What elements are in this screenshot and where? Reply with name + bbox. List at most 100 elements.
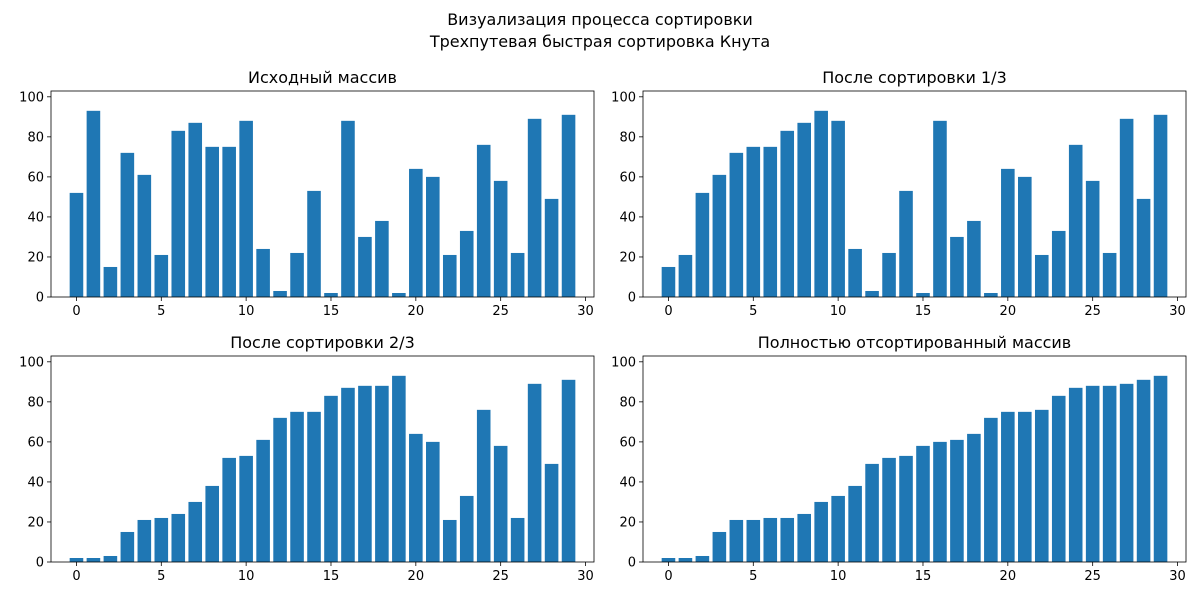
bar [493, 180, 508, 297]
subplot-title: Полностью отсортированный массив [758, 333, 1071, 352]
bar [205, 146, 219, 297]
bar [729, 519, 744, 562]
y-tick-label: 100 [611, 90, 636, 105]
bar [86, 110, 101, 297]
bar [442, 254, 457, 297]
y-tick-label: 60 [27, 170, 44, 185]
x-tick-label: 5 [749, 569, 757, 584]
x-tick-label: 25 [1084, 569, 1101, 584]
bar [137, 174, 152, 297]
y-tick-label: 20 [619, 515, 636, 530]
y-tick-label: 40 [27, 475, 44, 490]
x-tick-label: 10 [830, 304, 847, 319]
x-tick-label: 0 [72, 304, 80, 319]
bar [916, 445, 930, 562]
bar [695, 192, 710, 297]
bar [103, 266, 118, 297]
bar [188, 501, 203, 562]
bar [392, 293, 406, 297]
x-tick-label: 25 [1084, 304, 1101, 319]
y-tick-label: 20 [27, 250, 44, 265]
bar [695, 555, 710, 562]
y-tick-label: 40 [619, 210, 636, 225]
bar [763, 146, 778, 297]
bar [1153, 114, 1168, 297]
bar [933, 120, 947, 297]
y-tick-label: 0 [36, 556, 44, 571]
bar [86, 558, 101, 562]
bar [814, 110, 828, 297]
bar [358, 236, 372, 297]
bar [950, 236, 964, 297]
bar [188, 122, 203, 297]
y-tick-label: 100 [611, 355, 636, 370]
bar [527, 383, 542, 562]
bar [120, 152, 135, 297]
y-tick-label: 80 [619, 395, 636, 410]
bar [763, 517, 778, 562]
bar [256, 439, 270, 562]
bar [273, 417, 287, 562]
bar [712, 531, 727, 562]
bar [493, 445, 508, 562]
bar [409, 168, 423, 297]
y-tick-label: 20 [27, 515, 44, 530]
x-tick-label: 30 [1169, 304, 1186, 319]
bar [476, 409, 491, 562]
bar [797, 122, 811, 297]
x-tick-label: 10 [830, 569, 847, 584]
bar [1034, 409, 1049, 562]
bar [661, 558, 676, 562]
x-tick-label: 15 [323, 304, 340, 319]
y-tick-label: 80 [27, 130, 44, 145]
bar [1018, 176, 1032, 297]
bar [1018, 411, 1032, 562]
bar [324, 293, 338, 297]
y-tick-label: 60 [619, 435, 636, 450]
bar [459, 495, 474, 562]
x-tick-label: 25 [492, 304, 509, 319]
bar [1102, 252, 1117, 297]
bar [746, 146, 761, 297]
y-tick-label: 20 [619, 250, 636, 265]
bar [814, 501, 828, 562]
y-tick-label: 100 [19, 355, 44, 370]
bar [69, 558, 84, 562]
bar [375, 220, 389, 297]
bar [831, 120, 845, 297]
bar [171, 513, 186, 562]
bar [797, 513, 811, 562]
bar [1051, 230, 1066, 297]
bar [324, 395, 338, 562]
bar [1136, 198, 1151, 297]
bar [865, 463, 879, 562]
bar [290, 252, 304, 297]
y-tick-label: 40 [27, 210, 44, 225]
bar [831, 495, 845, 562]
bar [1153, 375, 1168, 562]
bar [916, 293, 930, 297]
x-tick-label: 0 [664, 569, 672, 584]
bar [392, 375, 406, 562]
bar [899, 190, 913, 297]
subplot-title: Исходный массив [248, 68, 397, 87]
bar [984, 293, 998, 297]
bar [358, 385, 372, 562]
bar [1068, 387, 1083, 562]
axes-frame [642, 355, 1187, 563]
subplot-title: После сортировки 2/3 [230, 333, 415, 352]
bar [459, 230, 474, 297]
x-tick-label: 20 [408, 304, 425, 319]
figure-suptitle-line-1: Визуализация процесса сортировки [447, 10, 753, 29]
bar [729, 152, 744, 297]
bar [544, 463, 559, 562]
bar [103, 555, 118, 562]
bar [69, 192, 84, 297]
x-tick-label: 30 [577, 569, 594, 584]
subplot-3: После сортировки 2/3 0 5 10 15 20 25 30 0 20 40 60 8… [19, 333, 595, 584]
y-tick-label: 60 [27, 435, 44, 450]
bar [1136, 379, 1151, 562]
bar [678, 254, 693, 297]
